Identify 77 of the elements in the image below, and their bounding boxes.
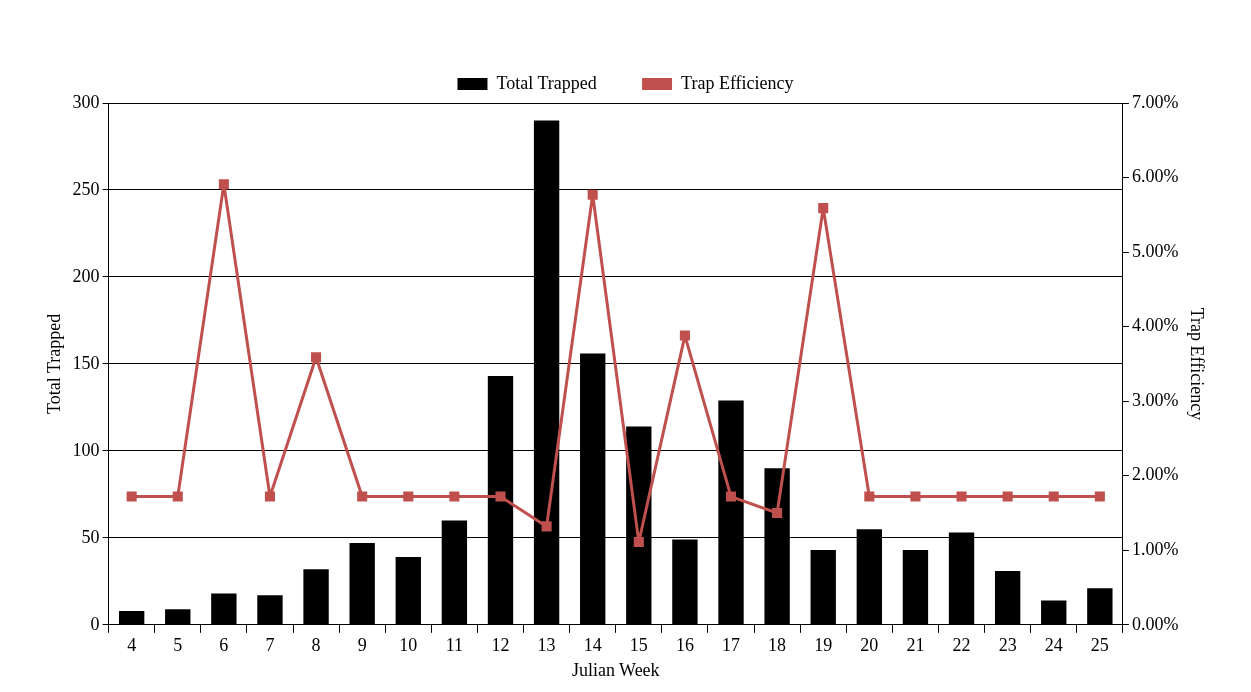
x-tick-label: 21: [906, 635, 925, 656]
y-tick-label: 50: [81, 526, 100, 547]
bar: [810, 550, 836, 625]
y2-tick-label: 4.00%: [1131, 315, 1179, 336]
point: [449, 491, 460, 502]
x-tick-label: 5: [173, 635, 183, 656]
y2-tick-label: 1.00%: [1131, 538, 1179, 559]
point: [1048, 491, 1059, 502]
bar: [395, 556, 421, 625]
bar: [902, 550, 929, 625]
bar: [1041, 600, 1067, 625]
x-tick-label: 23: [998, 635, 1017, 656]
point: [956, 491, 967, 502]
y2-tick-label: 7.00%: [1131, 91, 1179, 112]
x-tick-label: 11: [445, 635, 464, 656]
point: [126, 491, 137, 502]
bar: [303, 569, 329, 625]
legend-label: Trap Efficiency: [681, 72, 794, 93]
bar: [118, 610, 145, 625]
bar: [165, 609, 191, 625]
point: [541, 521, 552, 532]
x-tick-label: 24: [1044, 635, 1063, 656]
y2-tick-label: 2.00%: [1131, 464, 1179, 485]
y2-tick-label: 0.00%: [1131, 613, 1179, 634]
point: [311, 352, 322, 363]
point: [679, 330, 690, 341]
y-tick-label: 0: [90, 613, 100, 634]
x-tick-label: 17: [722, 635, 741, 656]
bar: [257, 595, 283, 625]
bar: [1087, 588, 1113, 625]
point: [1002, 491, 1013, 502]
x-tick-label: 10: [399, 635, 418, 656]
point: [725, 491, 737, 502]
x-axis-title: Julian Week: [571, 659, 660, 680]
x-tick-label: 22: [952, 635, 971, 656]
x-tick-label: 14: [583, 635, 602, 656]
y2-tick-label: 6.00%: [1131, 166, 1179, 187]
x-tick-label: 4: [127, 635, 137, 656]
x-tick-label: 20: [860, 635, 879, 656]
x-tick-label: 7: [265, 635, 275, 656]
point: [495, 491, 506, 502]
y-tick-label: 150: [72, 352, 100, 373]
x-tick-label: 19: [814, 635, 833, 656]
point: [1094, 491, 1105, 502]
bar: [672, 539, 698, 625]
x-tick-label: 18: [768, 635, 787, 656]
point: [587, 189, 598, 200]
y-tick-label: 100: [72, 439, 100, 460]
y2-tick-label: 3.00%: [1131, 389, 1179, 410]
y-tick-label: 250: [72, 178, 100, 199]
x-tick-label: 8: [311, 635, 321, 656]
x-tick-label: 15: [629, 635, 648, 656]
y2-axis-title: Trap Efficiency: [1187, 307, 1208, 421]
point: [633, 537, 644, 548]
x-tick-label: 6: [219, 635, 229, 656]
point: [818, 203, 829, 214]
x-tick-label: 12: [491, 635, 510, 656]
y-axis-title: Total Trapped: [43, 313, 64, 415]
point: [403, 491, 414, 502]
legend-label: Total Trapped: [496, 72, 597, 93]
point: [218, 179, 229, 190]
bar: [349, 543, 375, 625]
y2-tick-label: 5.00%: [1131, 240, 1179, 261]
point: [172, 491, 183, 502]
y-tick-label: 300: [72, 91, 100, 112]
point: [772, 507, 783, 519]
bar: [211, 593, 237, 625]
point: [910, 491, 921, 502]
x-tick-label: 16: [675, 635, 694, 656]
x-tick-label: 13: [537, 635, 556, 656]
y-tick-label: 200: [72, 265, 100, 286]
point: [357, 491, 368, 502]
x-tick-label: 25: [1090, 635, 1109, 656]
point: [864, 491, 875, 502]
bar: [994, 570, 1021, 625]
point: [264, 491, 275, 502]
x-tick-label: 9: [357, 635, 367, 656]
